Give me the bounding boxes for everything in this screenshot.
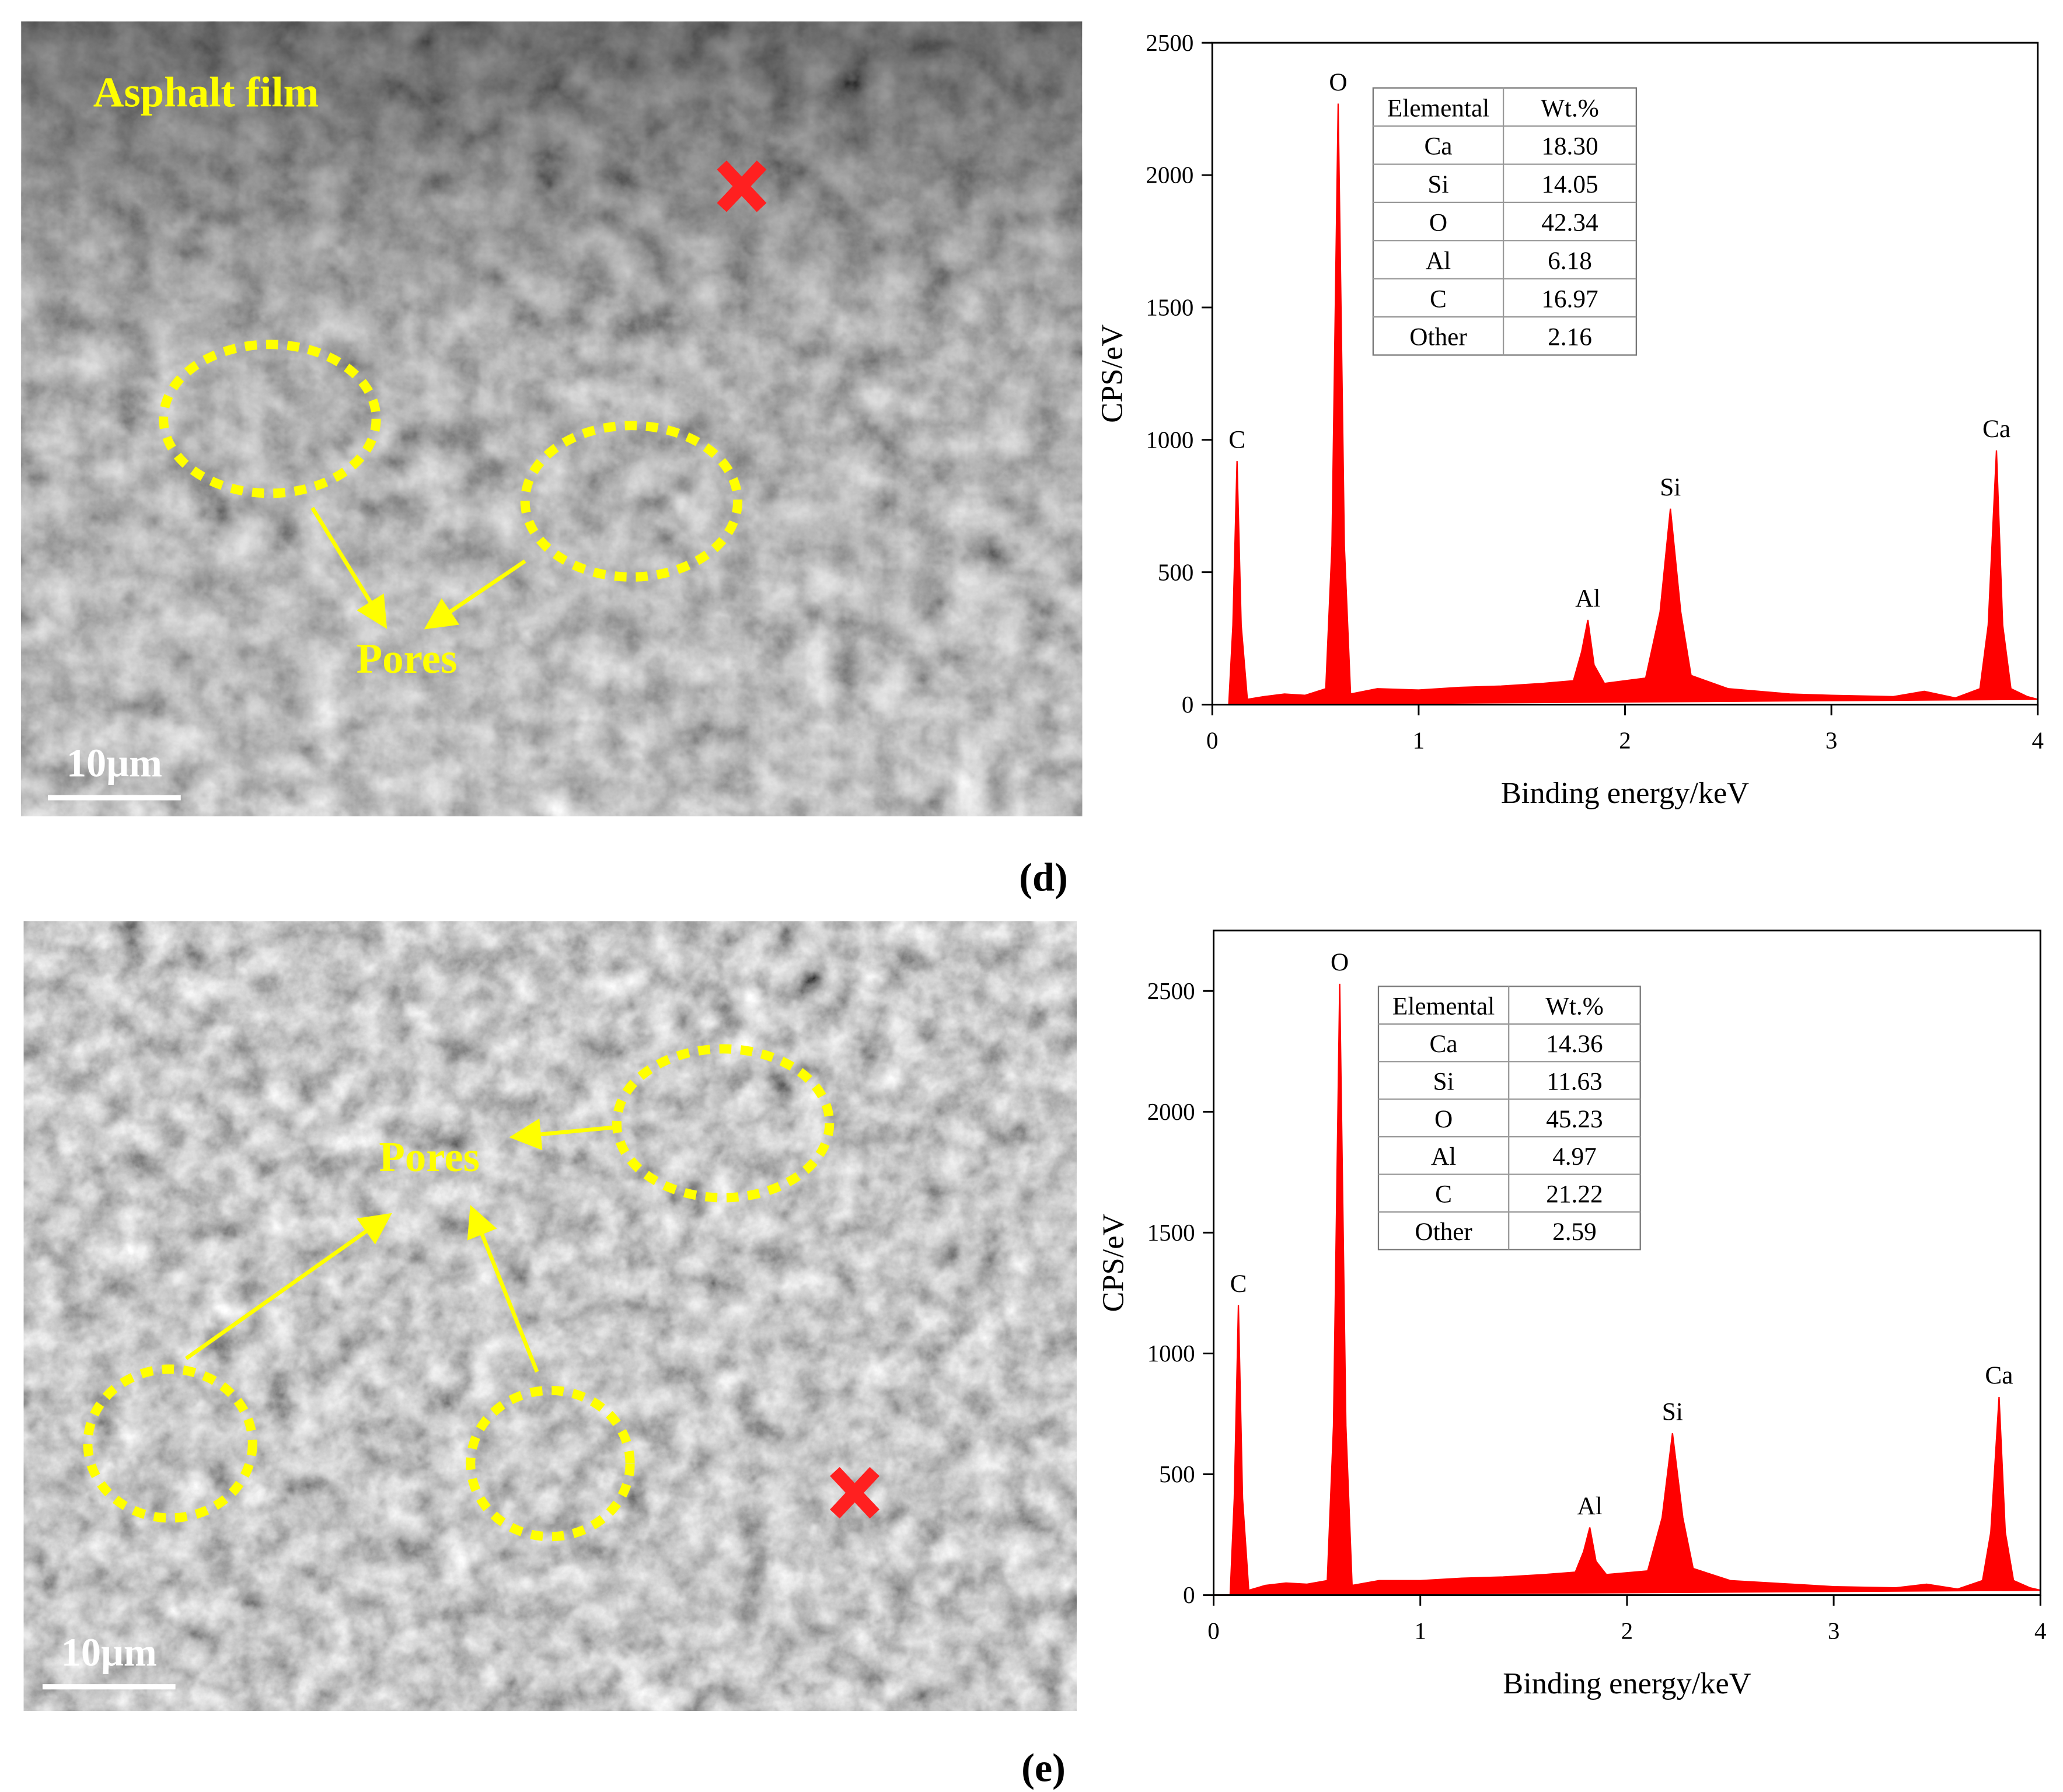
table-cell: Al: [1426, 247, 1451, 275]
x-tick-label: 3: [1825, 727, 1837, 754]
scale-label: 10μm: [67, 741, 162, 785]
spectrum: [1212, 103, 2038, 705]
table-cell: 2.59: [1552, 1218, 1597, 1246]
y-axis-title: CPS/eV: [1097, 1214, 1130, 1312]
y-tick-label: 1000: [1147, 1340, 1195, 1367]
table-cell: 11.63: [1547, 1067, 1603, 1095]
table-frame: [1372, 87, 1637, 356]
table-header: Wt.%: [1541, 94, 1599, 122]
table-cell: 21.22: [1546, 1180, 1603, 1208]
sem-texture: [23, 921, 1077, 1711]
y-tick-label: 1500: [1147, 1219, 1195, 1246]
y-tick-label: 1000: [1146, 426, 1193, 453]
table-cell: 16.97: [1541, 285, 1598, 313]
pore-circle: [612, 1044, 835, 1203]
x-tick-label: 1: [1414, 1618, 1426, 1644]
table-cell: 42.34: [1541, 209, 1598, 237]
y-tick-label: 2000: [1147, 1098, 1195, 1125]
table-cell: 14.36: [1546, 1030, 1603, 1058]
point-marker: [830, 1466, 880, 1519]
shade: [21, 21, 1083, 816]
annotation: Pores: [379, 1133, 480, 1180]
table-cell: Al: [1431, 1143, 1456, 1171]
peak-label: C: [1228, 425, 1245, 453]
table-cell: Ca: [1430, 1030, 1458, 1058]
scale-label: 10μm: [61, 1630, 157, 1674]
table-cell: Other: [1409, 323, 1467, 351]
table-header: Elemental: [1392, 993, 1495, 1021]
pore-circle: [159, 340, 381, 498]
pore-circle: [83, 1364, 257, 1523]
table-cell: C: [1430, 285, 1447, 313]
sem-image: Pores 10μm: [23, 921, 1077, 1711]
peak-label: Si: [1662, 1398, 1683, 1426]
peak-label: O: [1331, 948, 1349, 976]
table-cell: Si: [1433, 1067, 1454, 1095]
chart: 0 1 2 3 4 0 500 1000 1500 2000 2500 Binding energy/…: [1095, 29, 2044, 810]
x-axis-title: Binding energy/keV: [1501, 776, 1749, 810]
y-tick-label: 500: [1158, 558, 1193, 585]
peak-label: Al: [1575, 585, 1600, 613]
peak-label: Ca: [1985, 1361, 2013, 1389]
table-cell: 2.16: [1548, 323, 1592, 351]
table-header: Elemental: [1387, 94, 1489, 122]
table-cell: Other: [1415, 1218, 1472, 1246]
arrow: [424, 559, 526, 630]
panel-label: (e): [1021, 1745, 1066, 1790]
table-cell: 45.23: [1546, 1105, 1603, 1133]
x-axis-title: Binding energy/keV: [1503, 1667, 1751, 1700]
table-cell: 6.18: [1548, 247, 1592, 275]
annotation: Pores: [357, 635, 458, 682]
y-tick-label: 0: [1183, 1581, 1195, 1608]
sem-image: Asphalt film Pores 10μm: [21, 21, 1083, 816]
y-tick-label: 0: [1182, 691, 1194, 718]
table-cell: Ca: [1424, 132, 1452, 160]
panel-label: (d): [1019, 855, 1068, 899]
y-tick-label: 500: [1159, 1461, 1195, 1487]
arrow: [184, 1213, 392, 1360]
table-cell: Si: [1427, 170, 1448, 198]
table-cell: 14.05: [1541, 170, 1598, 198]
point-marker: [717, 160, 767, 212]
y-tick-label: 2500: [1147, 977, 1195, 1004]
spectrum: [1213, 983, 2041, 1596]
peak-label: Al: [1577, 1492, 1603, 1520]
y-tick-label: 1500: [1146, 294, 1193, 321]
peak-label: Ca: [1982, 415, 2010, 443]
chart: 0 1 2 3 4 0 500 1000 1500 2000 2500 Binding energy/…: [1097, 930, 2047, 1700]
table-header: Wt.%: [1545, 993, 1604, 1021]
table-cell: O: [1429, 209, 1447, 237]
x-tick-label: 2: [1619, 727, 1631, 754]
x-tick-label: 3: [1828, 1618, 1840, 1644]
y-axis-title: CPS/eV: [1095, 324, 1129, 423]
x-tick-label: 0: [1207, 1618, 1220, 1644]
pore-circle: [520, 421, 743, 582]
pore-circle: [466, 1385, 635, 1542]
x-tick-label: 4: [2031, 727, 2044, 754]
x-tick-label: 4: [2034, 1618, 2047, 1644]
x-tick-label: 1: [1413, 727, 1425, 754]
arrow: [310, 506, 388, 629]
annotation: Asphalt film: [93, 69, 319, 116]
arrow: [509, 1118, 616, 1151]
peak-label: C: [1230, 1270, 1247, 1298]
table-cell: O: [1434, 1105, 1453, 1133]
y-tick-label: 2000: [1146, 162, 1193, 188]
peak-label: O: [1329, 68, 1347, 96]
arrow: [467, 1204, 539, 1373]
y-tick-label: 2500: [1146, 29, 1193, 56]
table-cell: C: [1435, 1180, 1452, 1208]
table-cell: 18.30: [1541, 132, 1598, 160]
peak-label: Si: [1660, 473, 1681, 501]
x-tick-label: 2: [1621, 1618, 1633, 1644]
x-tick-label: 0: [1206, 727, 1219, 754]
table-cell: 4.97: [1552, 1143, 1597, 1171]
